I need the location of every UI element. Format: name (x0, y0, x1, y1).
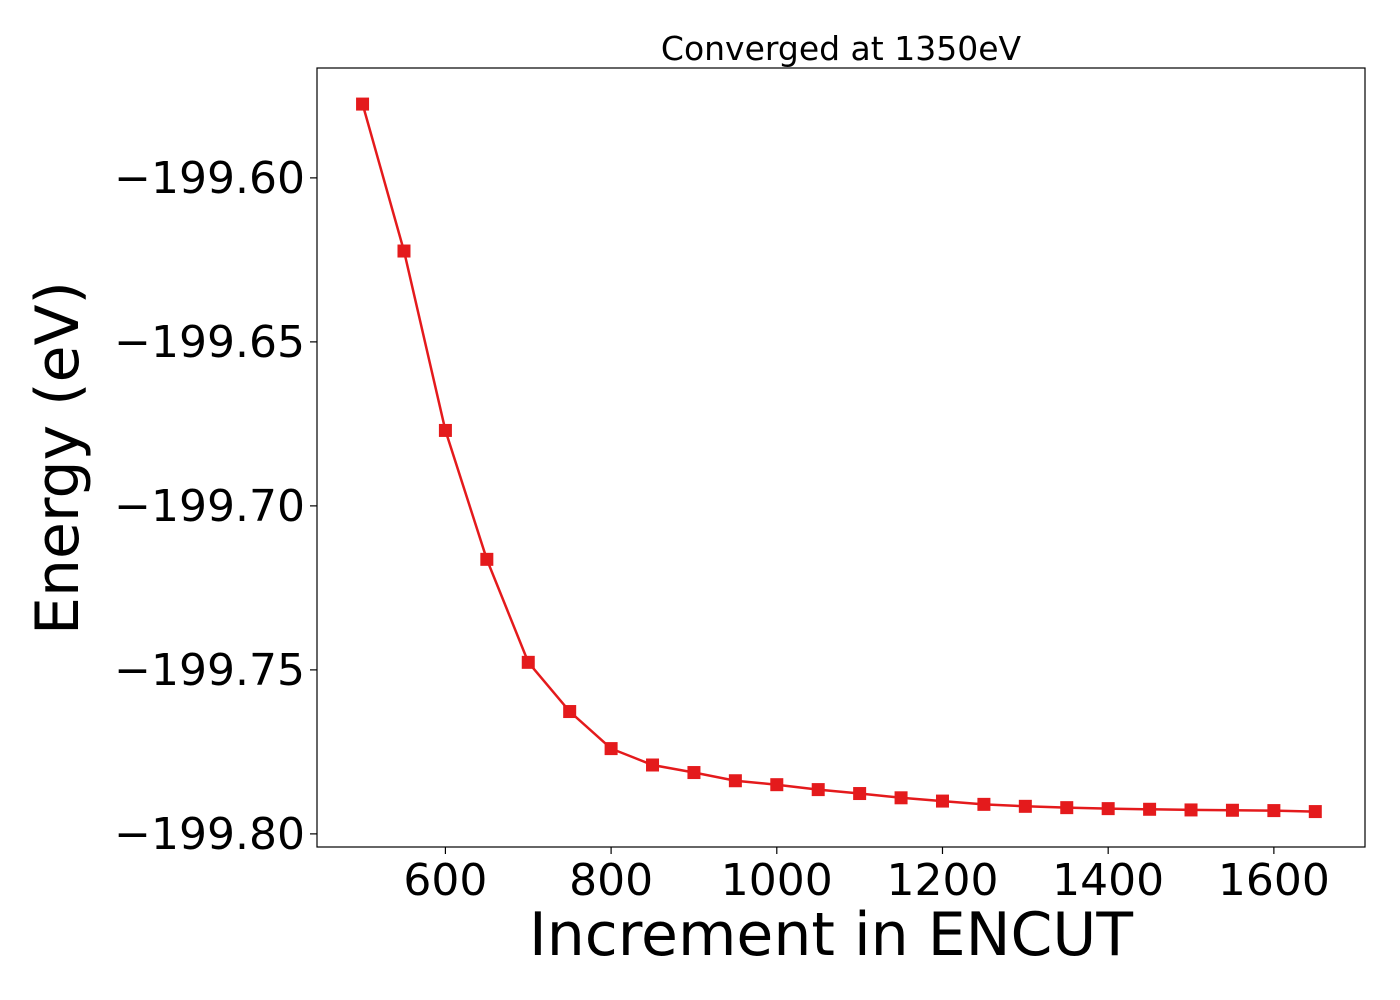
data-point-marker (646, 758, 660, 772)
data-point-marker (438, 423, 452, 437)
data-point-marker (728, 774, 742, 788)
data-point-marker (480, 552, 494, 566)
chart-title: Converged at 1350eV (661, 29, 1022, 68)
data-point-marker (770, 778, 784, 792)
data-point-marker (1143, 802, 1157, 816)
data-point-marker (1225, 803, 1239, 817)
data-point-marker (687, 766, 701, 780)
data-point-marker (1060, 801, 1074, 815)
data-point-marker (397, 244, 411, 258)
data-point-marker (1018, 799, 1032, 813)
data-point-marker (1308, 805, 1322, 819)
series-line (361, 103, 1316, 813)
y-axis-ticks: −199.60 −199.65 −199.70 −199.75 −199.80 (114, 153, 317, 860)
x-axis-title: Increment in ENCUT (529, 900, 1133, 970)
y-axis-title: Energy (eV) (23, 281, 93, 635)
x-tick-label: 1000 (721, 855, 833, 906)
plot-area-frame (316, 67, 1366, 848)
y-tick-label: −199.65 (114, 317, 305, 368)
plot-series (356, 97, 1322, 819)
y-tick-label: −199.75 (114, 645, 305, 696)
data-point-marker (563, 705, 577, 719)
x-tick-label: 1600 (1218, 855, 1330, 906)
y-tick-label: −199.60 (114, 153, 305, 204)
y-tick-label: −199.70 (114, 481, 305, 532)
x-tick-label: 800 (569, 855, 653, 906)
y-tick-label: −199.80 (114, 809, 305, 860)
data-point-marker (894, 791, 908, 805)
data-point-marker (853, 787, 867, 801)
data-point-marker (1101, 802, 1115, 816)
data-point-marker (811, 783, 825, 797)
data-point-marker (356, 97, 370, 111)
x-axis-ticks: 600 800 1000 1200 1400 1600 (403, 847, 1330, 906)
x-tick-label: 600 (403, 855, 487, 906)
x-tick-label: 1400 (1052, 855, 1164, 906)
data-point-marker (977, 797, 991, 811)
data-point-marker (935, 794, 949, 808)
data-point-marker (1184, 803, 1198, 817)
data-point-marker (604, 742, 618, 756)
data-point-marker (1267, 804, 1281, 818)
data-point-marker (521, 655, 535, 669)
x-tick-label: 1200 (886, 855, 998, 906)
